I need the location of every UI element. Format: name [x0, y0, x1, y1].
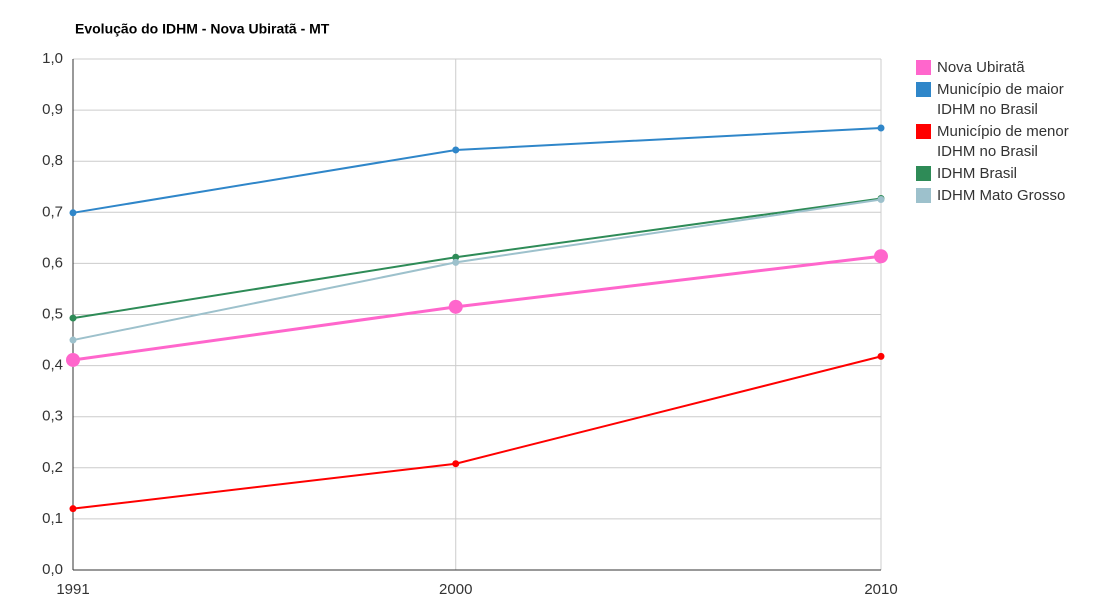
- legend-item: IDHM Brasil: [916, 164, 1106, 184]
- y-tick-label: 0,1: [42, 510, 63, 527]
- chart-title: Evolução do IDHM - Nova Ubiratã - MT: [75, 21, 330, 37]
- chart: Evolução do IDHM - Nova Ubiratã - MT 0,0…: [42, 21, 898, 598]
- y-tick-label: 0,6: [42, 254, 63, 271]
- series-line: [72, 126, 882, 214]
- point: [874, 249, 888, 264]
- y-tick-label: 0,2: [42, 459, 63, 476]
- legend-label: Município de menor IDHM no Brasil: [937, 123, 1069, 160]
- y-tick-label: 0,0: [42, 561, 63, 578]
- point: [448, 299, 463, 314]
- legend-item: IDHM Mato Grosso: [916, 186, 1106, 206]
- point: [452, 460, 460, 468]
- x-tick-label: 1991: [56, 581, 89, 598]
- y-tick-label: 0,4: [42, 357, 63, 374]
- legend-label: IDHM Brasil: [937, 165, 1018, 182]
- point: [69, 505, 77, 513]
- legend-item: Nova Ubiratã: [916, 58, 1106, 78]
- point: [69, 336, 77, 344]
- legend-item: Município de menor IDHM no Brasil: [916, 122, 1106, 162]
- point: [452, 258, 460, 266]
- point: [69, 314, 77, 322]
- point: [877, 124, 885, 132]
- x-tick-label: 2010: [864, 581, 897, 598]
- point: [69, 209, 77, 217]
- legend-swatch: [916, 166, 931, 181]
- legend-swatch: [916, 60, 931, 75]
- y-tick-label: 0,5: [42, 305, 63, 322]
- legend-swatch: [916, 188, 931, 203]
- legend-item: Município de maior IDHM no Brasil: [916, 80, 1106, 120]
- legend-label: Município de maior IDHM no Brasil: [937, 81, 1064, 118]
- y-tick-label: 0,9: [42, 101, 63, 118]
- legend-label: Nova Ubiratã: [937, 59, 1025, 76]
- series-line: [72, 355, 882, 510]
- x-tick-label: 2000: [439, 581, 472, 598]
- y-tick-label: 0,8: [42, 152, 63, 169]
- y-tick-label: 1,0: [42, 50, 63, 67]
- legend-swatch: [916, 124, 931, 139]
- legend: Nova Ubiratã Município de maior IDHM no B…: [916, 58, 1106, 208]
- point: [452, 146, 460, 154]
- point: [877, 352, 885, 360]
- y-tick-label: 0,3: [42, 408, 63, 425]
- series-line: [72, 254, 882, 362]
- legend-swatch: [916, 82, 931, 97]
- y-tick-label: 0,7: [42, 203, 63, 220]
- point: [452, 253, 460, 261]
- legend-label: IDHM Mato Grosso: [937, 187, 1066, 204]
- point: [877, 196, 885, 204]
- point: [66, 352, 80, 367]
